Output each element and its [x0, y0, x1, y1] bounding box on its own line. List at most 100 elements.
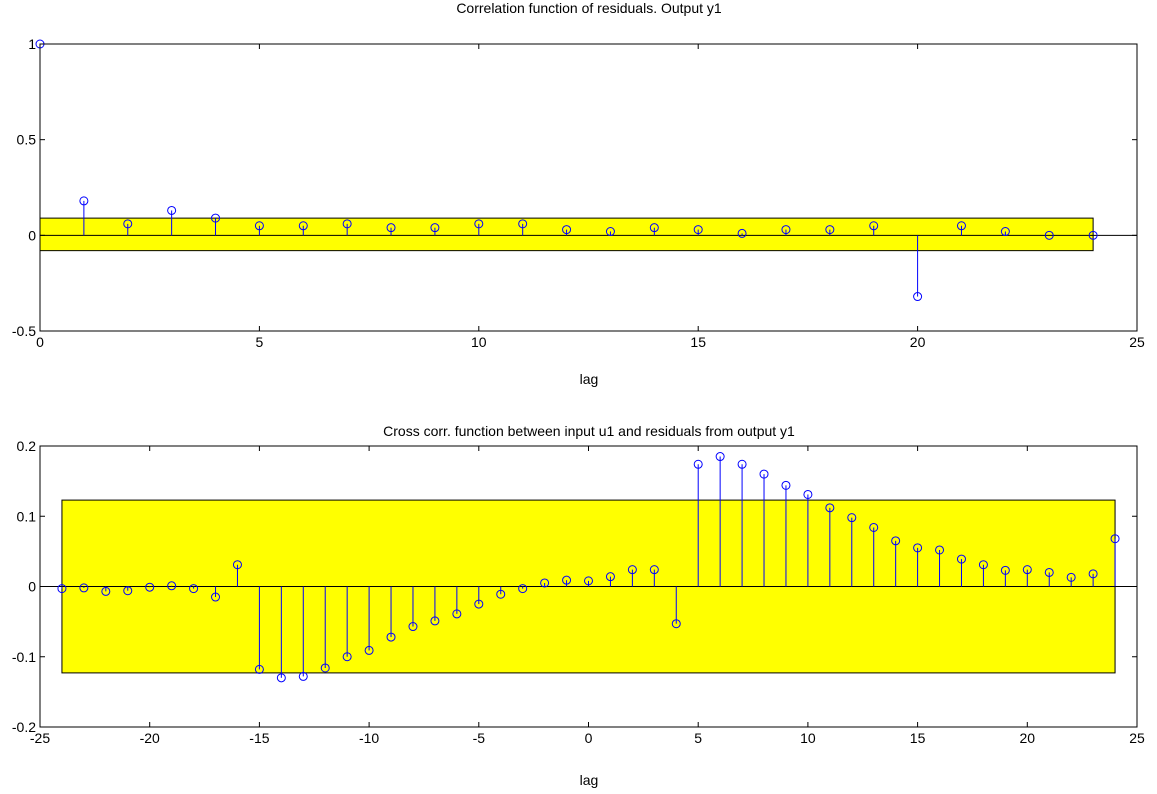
autocorrelation-stem-lag-2 — [123, 219, 133, 236]
cross-correlation-stem-marker — [430, 616, 440, 626]
autocorrelation-stem-lag-1 — [79, 196, 89, 236]
autocorrelation-stem-lag-8 — [386, 223, 396, 236]
cross-correlation-stem-marker — [913, 543, 923, 553]
autocorrelation-stem-lag-24 — [1088, 230, 1098, 240]
cross-correlation-stem-marker — [956, 554, 966, 564]
cross-correlation-stem-marker — [518, 584, 528, 594]
cross-correlation-y-tick-label: -0.1 — [12, 649, 36, 665]
cross-correlation-stem-marker — [408, 622, 418, 632]
cross-correlation-stem-marker — [167, 581, 177, 591]
cross-correlation-x-tick-label: -15 — [249, 730, 269, 746]
cross-correlation-stem-lag--12 — [320, 586, 330, 673]
autocorrelation-axes-box — [39, 43, 1138, 332]
cross-correlation-stem-lag-24 — [1110, 534, 1120, 587]
autocorrelation-stem-lag-15 — [693, 225, 703, 236]
autocorrelation-x-tick-label: 10 — [471, 334, 487, 350]
cross-correlation-stem-marker — [978, 560, 988, 570]
cross-correlation-stem-lag-23 — [1088, 569, 1098, 587]
autocorrelation-stem-lag-17 — [781, 225, 791, 236]
cross-correlation-stems — [57, 452, 1120, 683]
cross-correlation-stem-lag--7 — [430, 586, 440, 626]
autocorrelation-stems — [35, 39, 1098, 302]
autocorrelation-stem-marker — [1044, 230, 1054, 240]
cross-correlation-y-tick-label: -0.2 — [12, 719, 36, 735]
cross-correlation-stem-marker — [123, 586, 133, 596]
autocorrelation-x-tick-label: 15 — [690, 334, 706, 350]
cross-correlation-stem-lag-7 — [737, 459, 747, 587]
cross-correlation-stem-lag-16 — [935, 545, 945, 587]
cross-correlation-x-tick-label: -5 — [473, 730, 486, 746]
cross-correlation-stem-marker — [847, 513, 857, 523]
cross-correlation-stem-lag-17 — [956, 554, 966, 587]
cross-correlation-stem-marker — [1000, 565, 1010, 575]
cross-correlation-stem-marker — [671, 619, 681, 629]
cross-correlation-stem-lag-15 — [913, 543, 923, 587]
cross-correlation-stem-lag-6 — [715, 452, 725, 587]
cross-correlation-x-tick-label: 10 — [800, 730, 816, 746]
cross-correlation-stem-marker — [232, 560, 242, 570]
autocorrelation-stem-lag-23 — [1044, 230, 1054, 240]
autocorrelation-stem-lag-7 — [342, 219, 352, 236]
cross-correlation-x-tick-label: 15 — [910, 730, 926, 746]
cross-correlation-stem-lag-2 — [627, 565, 637, 587]
autocorrelation-stem-marker — [737, 228, 747, 238]
autocorrelation-stem-marker — [825, 225, 835, 235]
cross-correlation-stem-lag-12 — [847, 513, 857, 587]
cross-correlation-x-tick-label: 0 — [585, 730, 593, 746]
autocorrelation-stem-marker — [430, 223, 440, 233]
cross-correlation-stem-marker — [474, 599, 484, 609]
cross-correlation-stem-lag--17 — [211, 586, 221, 602]
cross-correlation-stem-marker — [298, 671, 308, 681]
cross-correlation-stem-marker — [364, 645, 374, 655]
cross-correlation-stem-marker — [825, 503, 835, 513]
autocorrelation-stem-lag-19 — [869, 221, 879, 236]
cross-correlation-stem-lag-19 — [1000, 565, 1010, 587]
cross-correlation-stem-marker — [189, 584, 199, 594]
cross-correlation-x-tick-label: 25 — [1129, 730, 1145, 746]
cross-correlation-stem-lag--3 — [518, 584, 528, 594]
autocorrelation-stem-lag-13 — [605, 227, 615, 237]
cross-correlation-stem-marker — [254, 664, 264, 674]
cross-correlation-stem-lag-9 — [781, 480, 791, 587]
cross-correlation-stem-lag-22 — [1066, 572, 1076, 587]
cross-correlation-stem-marker — [452, 609, 462, 619]
cross-correlation-stem-marker — [693, 459, 703, 469]
cross-correlation-stem-marker — [211, 592, 221, 602]
autocorrelation-stem-marker — [956, 221, 966, 231]
autocorrelation-stem-lag-12 — [562, 225, 572, 236]
cross-correlation-stem-marker — [101, 586, 111, 596]
autocorrelation-stem-marker — [518, 219, 528, 229]
autocorrelation-x-tick-label: 0 — [36, 334, 44, 350]
cross-correlation-stem-lag--4 — [496, 586, 506, 599]
autocorrelation-stem-lag-3 — [167, 205, 177, 236]
autocorrelation-stem-lag-6 — [298, 221, 308, 236]
cross-correlation-stem-marker — [737, 459, 747, 469]
cross-correlation-stem-lag--13 — [298, 586, 308, 681]
cross-correlation-stem-lag-14 — [891, 536, 901, 587]
cross-correlation-stem-marker — [79, 583, 89, 593]
cross-correlation-stem-marker — [1088, 569, 1098, 579]
cross-correlation-stem-marker — [57, 584, 67, 594]
cross-correlation-stem-lag--20 — [145, 582, 155, 592]
cross-correlation-stem-lag--9 — [386, 586, 396, 642]
cross-correlation-stem-marker — [584, 576, 593, 586]
cross-correlation-stem-lag-3 — [649, 565, 659, 587]
cross-correlation-stem-lag--10 — [364, 586, 374, 655]
autocorrelation-stem-lag-9 — [430, 223, 440, 236]
cross-correlation-stem-lag-20 — [1022, 565, 1032, 587]
cross-correlation-stem-lag-8 — [759, 469, 769, 587]
autocorrelation-stem-marker — [123, 219, 133, 229]
autocorrelation-stem-marker — [79, 196, 89, 206]
cross-correlation-stem-lag--8 — [408, 586, 418, 632]
cross-correlation-stem-lag-1 — [605, 572, 615, 587]
cross-correlation-stem-lag--19 — [167, 581, 177, 591]
autocorrelation-y-tick-label: 0.5 — [17, 132, 37, 148]
autocorrelation-title: Correlation function of residuals. Outpu… — [456, 0, 722, 16]
autocorrelation-stem-marker — [1000, 227, 1010, 237]
cross-correlation-stem-lag-13 — [869, 522, 879, 587]
autocorrelation-stem-lag-20 — [913, 235, 923, 302]
cross-correlation-x-tick-label: -25 — [30, 730, 50, 746]
cross-correlation-stem-lag--5 — [474, 586, 484, 609]
cross-correlation-stem-marker — [781, 480, 791, 490]
